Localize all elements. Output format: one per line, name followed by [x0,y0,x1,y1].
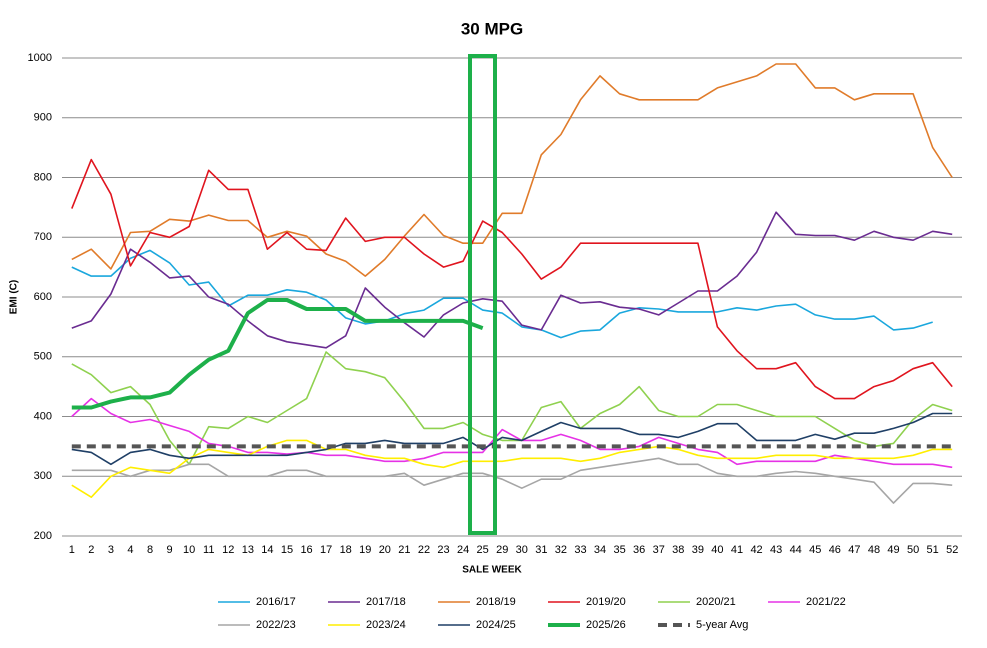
legend-label: 2021/22 [806,596,846,608]
x-tick-label: 30 [516,544,528,556]
x-tick-label: 37 [653,544,665,556]
x-tick-label: 52 [946,544,958,556]
x-tick-label: 18 [340,544,352,556]
x-tick-label: 8 [147,544,153,556]
x-tick-label: 19 [359,544,371,556]
x-tick-label: 4 [127,544,133,556]
x-tick-label: 3 [108,544,114,556]
x-tick-label: 38 [672,544,684,556]
x-tick-label: 25 [477,544,489,556]
legend-label: 2023/24 [366,619,406,631]
x-tick-label: 11 [203,544,214,556]
x-tick-label: 17 [320,544,332,556]
x-tick-label: 33 [574,544,586,556]
x-tick-label: 15 [281,544,293,556]
x-tick-label: 32 [555,544,567,556]
y-tick-label: 700 [34,231,52,243]
x-tick-label: 13 [242,544,254,556]
x-tick-label: 49 [887,544,899,556]
x-axis-title: SALE WEEK [462,565,522,576]
legend-label: 2019/20 [586,596,626,608]
y-tick-label: 900 [34,112,52,124]
x-tick-label: 43 [770,544,782,556]
y-tick-label: 400 [34,410,52,422]
x-tick-label: 20 [379,544,391,556]
x-tick-label: 23 [437,544,449,556]
series-line [71,397,953,469]
series-line [71,158,953,400]
x-tick-label: 41 [731,544,743,556]
x-tick-label: 1 [69,544,75,556]
x-tick-label: 34 [594,544,606,556]
legend-label: 2020/21 [696,596,736,608]
x-tick-label: 22 [418,544,430,556]
series-line [71,351,953,466]
x-tick-label: 36 [633,544,645,556]
y-tick-label: 200 [34,530,52,542]
y-tick-label: 1000 [28,52,52,64]
x-tick-label: 51 [927,544,939,556]
x-tick-label: 10 [183,544,195,556]
y-tick-label: 800 [34,171,52,183]
x-tick-label: 40 [711,544,723,556]
legend-label: 5-year Avg [696,619,748,631]
x-tick-label: 47 [848,544,860,556]
x-tick-label: 46 [829,544,841,556]
x-tick-label: 44 [790,544,802,556]
x-tick-label: 42 [750,544,762,556]
legend-label: 2022/23 [256,619,296,631]
x-tick-label: 24 [457,544,469,556]
legend-label: 2018/19 [476,596,516,608]
series-line [71,298,484,410]
y-tick-label: 600 [34,291,52,303]
x-tick-label: 31 [535,544,547,556]
legend-label: 2025/26 [586,619,626,631]
x-tick-label: 14 [261,544,273,556]
y-axis-title: EMI (C) [9,280,20,314]
legend-label: 2016/17 [256,596,296,608]
series-line [71,63,953,277]
x-tick-label: 2 [88,544,94,556]
x-tick-label: 21 [398,544,410,556]
x-tick-label: 45 [809,544,821,556]
series-line [71,211,953,349]
x-tick-label: 9 [167,544,173,556]
series-line [71,412,953,466]
x-tick-label: 39 [692,544,704,556]
y-tick-label: 300 [34,470,52,482]
x-tick-label: 12 [222,544,234,556]
lines [71,63,953,504]
legend-label: 2024/25 [476,619,516,631]
series-line [71,457,953,504]
series-line [71,249,933,339]
chart-title: 30 MPG [461,19,523,38]
series-line [71,439,953,498]
x-tick-label: 35 [613,544,625,556]
highlight-box [468,54,497,535]
legend-label: 2017/18 [366,596,406,608]
legend: 2016/17 2017/18 2018/19 2019/20 2020/21 2021/… [218,596,846,631]
y-tick-label: 500 [34,351,52,363]
x-tick-label: 29 [496,544,508,556]
x-tick-label: 16 [300,544,312,556]
x-tick-label: 48 [868,544,880,556]
x-tick-label: 50 [907,544,919,556]
